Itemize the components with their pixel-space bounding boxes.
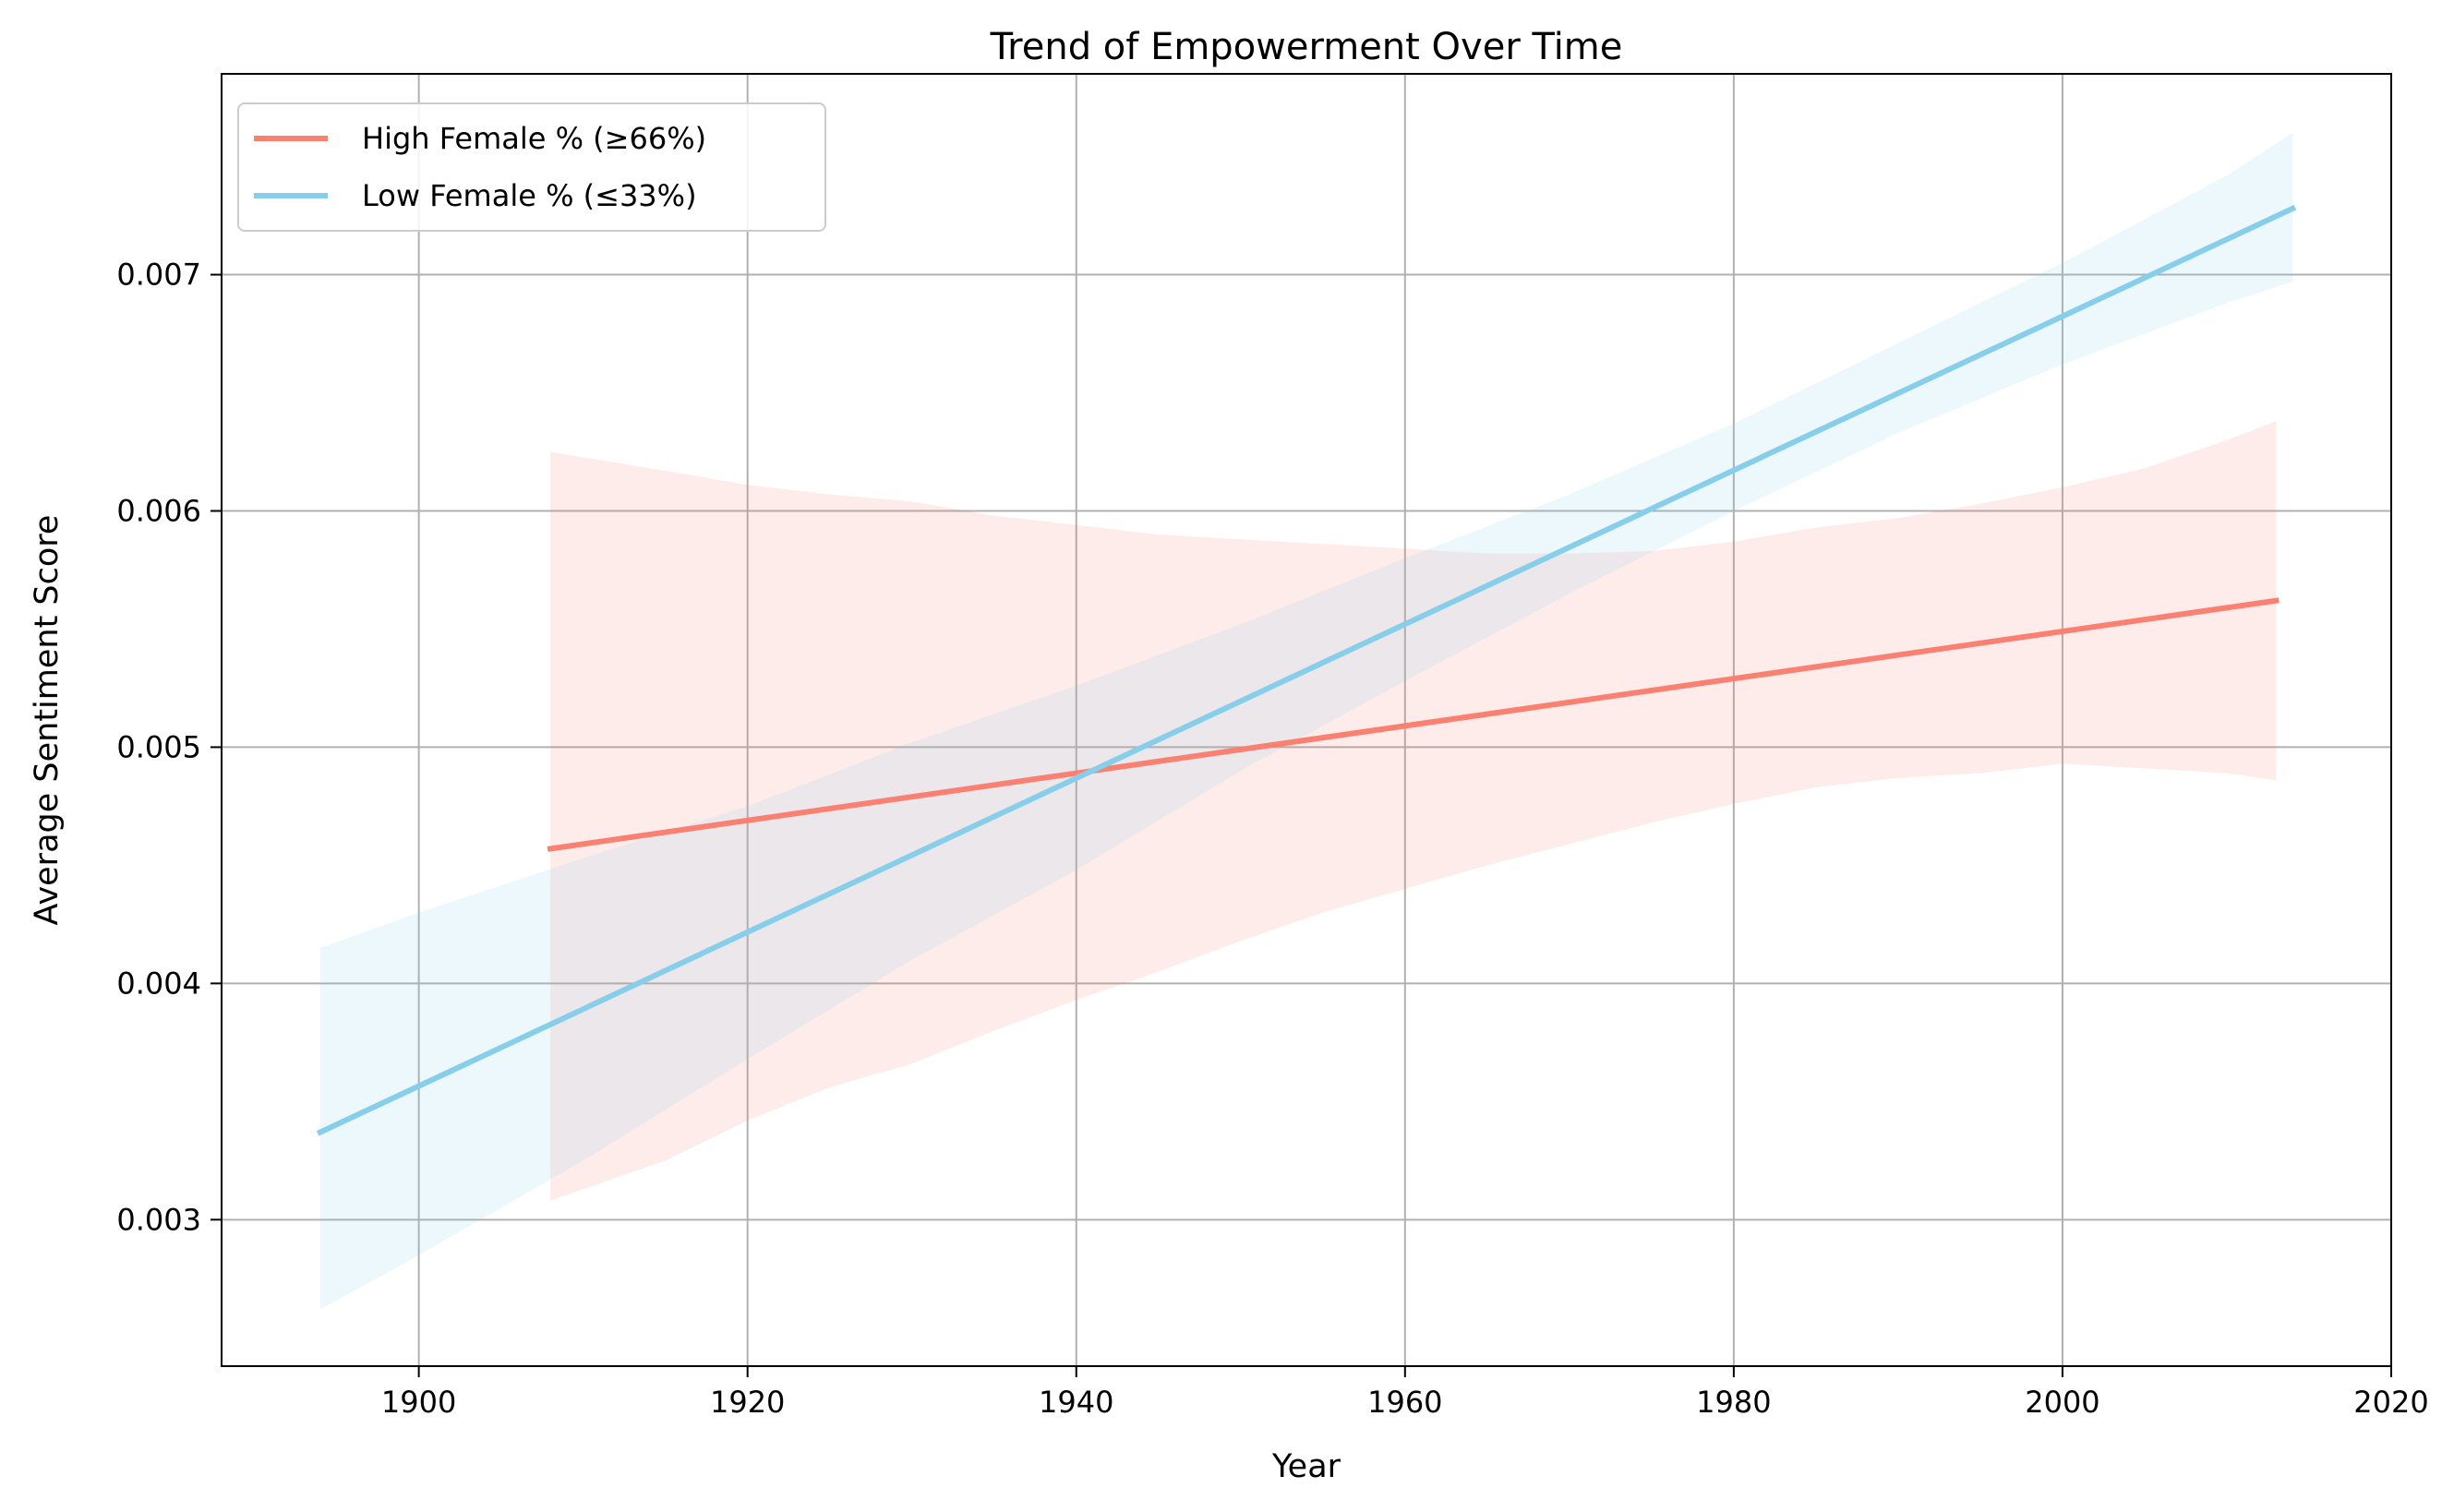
plot-area (222, 74, 2391, 1366)
x-tick-label: 2020 (2353, 1385, 2428, 1420)
x-tick-label: 2000 (2025, 1385, 2099, 1420)
y-tick-label: 0.004 (116, 966, 201, 1001)
legend-label-low-female: Low Female % (≤33%) (362, 178, 697, 213)
y-axis-ticks: 0.003 0.004 0.005 0.006 0.007 (116, 258, 222, 1237)
confidence-band-high-female (550, 421, 2277, 1201)
legend-label-high-female: High Female % (≥66%) (362, 121, 706, 156)
x-tick-label: 1900 (381, 1385, 456, 1420)
confidence-bands (319, 133, 2293, 1310)
x-tick-label: 1960 (1367, 1385, 1442, 1420)
x-tick-label: 1940 (1039, 1385, 1113, 1420)
x-tick-label: 1980 (1696, 1385, 1771, 1420)
x-tick-label: 1920 (710, 1385, 785, 1420)
y-tick-label: 0.003 (116, 1202, 201, 1237)
x-axis-label: Year (1271, 1448, 1341, 1485)
confidence-band-low-female (319, 133, 2293, 1310)
chart-title: Trend of Empowerment Over Time (990, 26, 1623, 68)
y-tick-label: 0.007 (116, 258, 201, 293)
plot-frame (221, 73, 2392, 1367)
y-tick-label: 0.005 (116, 729, 201, 764)
legend-frame (237, 102, 826, 232)
y-axis-label: Average Sentiment Score (29, 515, 66, 926)
y-tick-label: 0.006 (116, 493, 201, 528)
trend-line-high-female (547, 597, 2280, 852)
x-axis-ticks: 1900 1920 1940 1960 1980 2000 2020 (381, 1366, 2429, 1420)
legend: High Female % (≥66%) Low Female % (≤33%) (237, 102, 826, 232)
trend-line-low-female (316, 204, 2297, 1136)
trend-lines (316, 204, 2297, 1136)
